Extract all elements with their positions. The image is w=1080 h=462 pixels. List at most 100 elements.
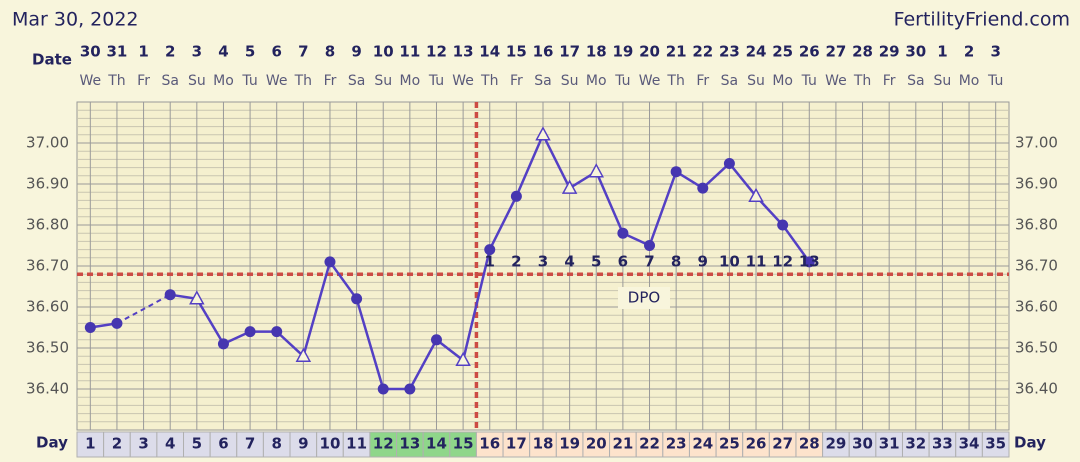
weekday: Sa [348, 73, 365, 89]
weekday: Tu [428, 73, 444, 89]
weekday: Su [561, 73, 579, 89]
point-triangle [561, 179, 578, 194]
day-cell [662, 431, 690, 458]
point [777, 219, 789, 231]
point [404, 383, 416, 395]
point-triangle [189, 290, 205, 305]
day-number: 8 [271, 435, 281, 453]
date-number: 27 [825, 43, 846, 61]
y-tick-label: 36.40 [26, 380, 69, 398]
weekday: Su [374, 73, 392, 89]
point [351, 293, 363, 305]
date-number: 21 [666, 43, 687, 61]
date-number: 11 [399, 43, 420, 61]
y-tick-label: 36.70 [26, 257, 69, 275]
day-label: Day [36, 434, 68, 452]
point-triangle [748, 187, 764, 203]
point-triangle [535, 126, 551, 141]
point-triangle [295, 347, 312, 362]
date-number: 10 [373, 43, 394, 61]
dpo-number: 12 [772, 253, 793, 271]
day-number: 14 [426, 435, 447, 453]
date-number: 6 [271, 43, 281, 61]
date-number: 29 [879, 43, 900, 61]
y-tick-label-right: 36.70 [1015, 257, 1058, 275]
date-number: 15 [506, 43, 527, 61]
date-label: Date [32, 51, 72, 69]
weekday: Sa [161, 73, 178, 89]
dpo-label: DPO [628, 289, 660, 307]
date-number: 7 [298, 43, 308, 61]
day-cell [635, 431, 664, 458]
day-number: 9 [298, 435, 308, 453]
weekday: Fr [510, 73, 523, 89]
weekday: Sa [721, 73, 738, 89]
weekday: Mo [772, 73, 793, 89]
weekday: We [79, 73, 101, 89]
point [377, 383, 389, 395]
day-number: 6 [218, 435, 228, 453]
dpo-number: 5 [591, 253, 601, 271]
dpo-number: 1 [485, 253, 495, 271]
point [723, 158, 735, 169]
weekday: Mo [586, 73, 607, 89]
day-number: 5 [192, 435, 202, 453]
date-number: 3 [990, 43, 1000, 61]
day-number: 18 [533, 435, 554, 453]
weekday: Su [188, 73, 206, 89]
day-number: 32 [905, 435, 926, 453]
day-cell [742, 431, 770, 458]
dpo-number: 4 [564, 253, 574, 271]
weekday: Fr [137, 73, 150, 89]
dpo-number: 9 [698, 253, 708, 271]
y-tick-label-right: 36.60 [1015, 298, 1058, 316]
weekday: Su [747, 73, 765, 89]
point [510, 190, 522, 202]
day-number: 34 [959, 435, 980, 453]
y-tick-label: 37.00 [26, 134, 69, 152]
date-number: 17 [559, 43, 580, 61]
day-cell [795, 431, 824, 458]
date-number: 30 [905, 43, 926, 61]
point [111, 317, 123, 329]
point [84, 322, 96, 333]
dpo-number: 8 [671, 253, 681, 271]
day-number: 24 [692, 435, 713, 453]
day-number: 13 [399, 435, 420, 453]
point [803, 256, 815, 268]
weekday: Th [666, 73, 684, 89]
date-number: 9 [351, 43, 361, 61]
point [244, 326, 256, 338]
point-triangle [455, 351, 471, 367]
point [644, 240, 656, 251]
y-tick-label: 36.50 [26, 339, 69, 357]
weekday: Su [934, 73, 952, 89]
weekday: We [639, 73, 661, 89]
point [617, 227, 629, 239]
date-number: 19 [612, 43, 633, 61]
day-number: 26 [746, 435, 767, 453]
day-number: 10 [320, 435, 341, 453]
day-cell [555, 431, 584, 458]
site-name: FertilityFriend.com [894, 9, 1070, 31]
dpo-label-box [618, 287, 670, 309]
weekday: We [266, 73, 288, 89]
date-number: 26 [799, 43, 820, 61]
day-number: 7 [245, 435, 255, 453]
y-tick-label: 36.90 [26, 175, 69, 193]
date-number: 25 [772, 43, 793, 61]
dpo-number: 6 [618, 253, 628, 271]
weekday: Th [294, 73, 312, 89]
point [484, 244, 496, 256]
weekday: Fr [883, 73, 896, 89]
day-cell [262, 431, 291, 458]
point [430, 334, 442, 346]
day-cell [422, 431, 451, 458]
day-cell [396, 431, 424, 458]
date-number: 18 [586, 43, 607, 61]
point [324, 256, 336, 268]
day-number: 22 [639, 435, 660, 453]
weekday: Fr [696, 73, 709, 89]
date-number: 14 [479, 43, 500, 61]
